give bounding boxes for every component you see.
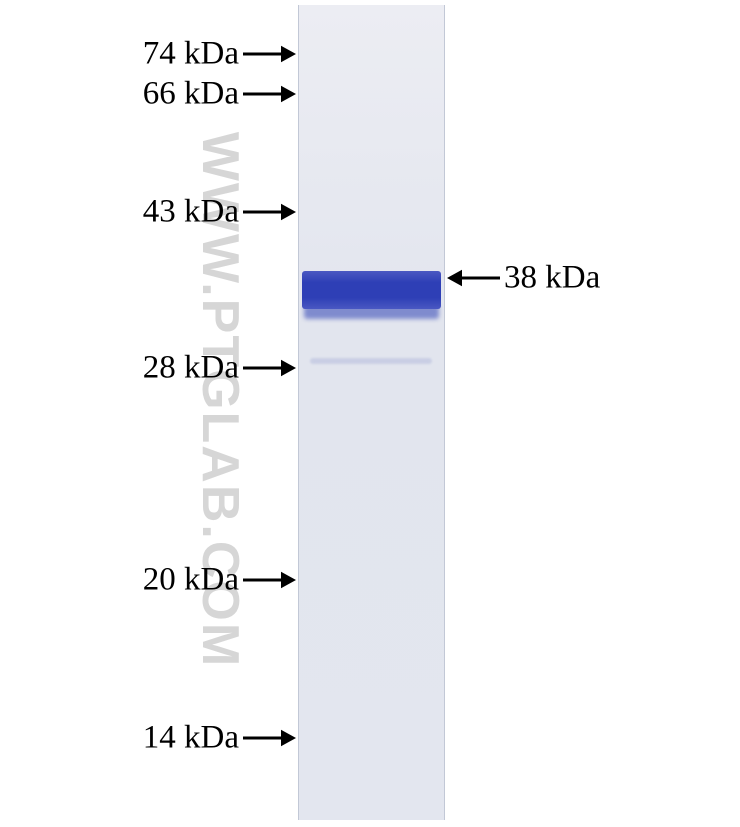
marker-label: 66 kDa	[143, 76, 243, 113]
protein-band	[302, 271, 441, 309]
molecular-weight-marker: 43 kDa	[143, 194, 296, 231]
gel-lane	[298, 5, 445, 820]
molecular-weight-marker: 14 kDa	[143, 720, 296, 757]
arrow-right-icon	[243, 358, 296, 379]
observed-band-label: 38 kDa	[500, 260, 600, 297]
marker-label: 20 kDa	[143, 562, 243, 599]
molecular-weight-marker: 66 kDa	[143, 76, 296, 113]
molecular-weight-marker: 20 kDa	[143, 562, 296, 599]
observed-band-marker: 38 kDa	[447, 260, 600, 297]
marker-label: 14 kDa	[143, 720, 243, 757]
marker-label: 28 kDa	[143, 350, 243, 387]
molecular-weight-marker: 74 kDa	[143, 36, 296, 73]
arrow-right-icon	[243, 202, 296, 223]
molecular-weight-marker: 28 kDa	[143, 350, 296, 387]
marker-label: 43 kDa	[143, 194, 243, 231]
faint-band	[310, 358, 432, 364]
arrow-left-icon	[447, 268, 500, 289]
arrow-right-icon	[243, 44, 296, 65]
marker-label: 74 kDa	[143, 36, 243, 73]
arrow-right-icon	[243, 570, 296, 591]
arrow-right-icon	[243, 728, 296, 749]
arrow-right-icon	[243, 84, 296, 105]
